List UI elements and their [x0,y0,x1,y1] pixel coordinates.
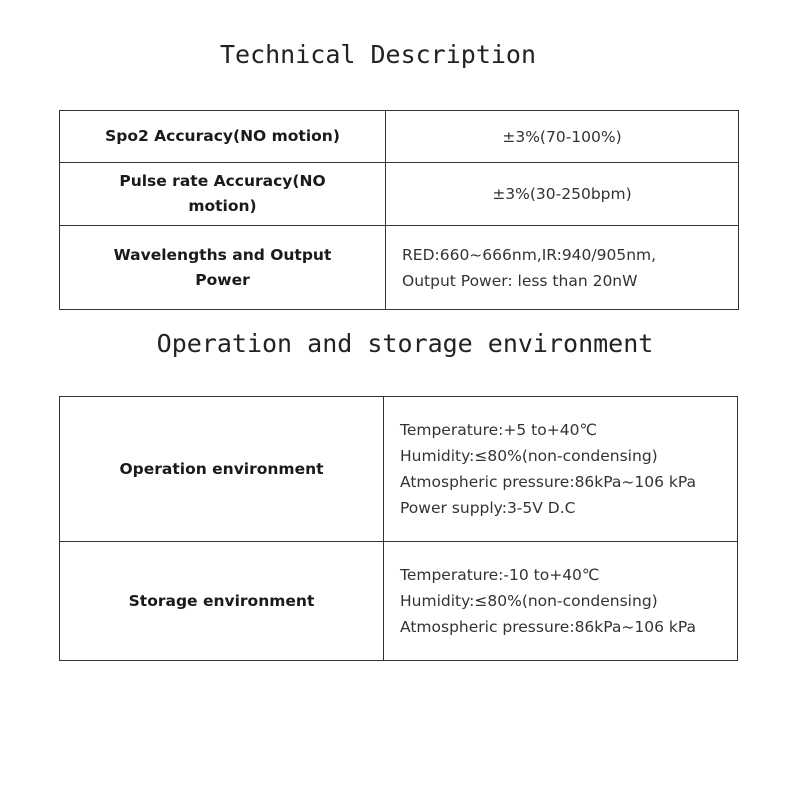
environment-table: Operation environment Temperature:+5 to+… [59,396,738,661]
value-line: Humidity:≤80%(non-condensing) [400,592,658,610]
table-row: Spo2 Accuracy(NO motion) ±3%(70-100%) [59,110,739,163]
environment-title: Operation and storage environment [156,329,654,358]
value-line: Atmospheric pressure:86kPa~106 kPa [400,618,697,636]
technical-description-title: Technical Description [219,40,537,69]
value-line: Temperature:-10 to+40℃ [400,566,600,584]
row-label: Operation environment [59,396,384,542]
row-value: RED:660~666nm,IR:940/905nm, Output Power… [385,225,739,310]
table-row: Storage environment Temperature:-10 to+4… [59,541,738,661]
value-line: Power supply:3-5V D.C [400,499,576,517]
table-row: Pulse rate Accuracy(NO motion) ±3%(30-25… [59,162,739,226]
row-label: Wavelengths and Output Power [59,225,386,310]
value-line: ±3%(70-100%) [502,127,622,146]
row-value: ±3%(70-100%) [385,110,739,163]
value-line: Output Power: less than 20nW [402,271,638,290]
row-value: Temperature:+5 to+40℃ Humidity:≤80%(non-… [383,396,738,542]
value-line: ±3%(30-250bpm) [492,185,632,203]
value-line: Temperature:+5 to+40℃ [400,421,597,439]
technical-table: Spo2 Accuracy(NO motion) ±3%(70-100%) Pu… [59,110,739,310]
table-row: Wavelengths and Output Power RED:660~666… [59,225,739,310]
value-line: Humidity:≤80%(non-condensing) [400,447,658,465]
row-label: Spo2 Accuracy(NO motion) [59,110,386,163]
row-label: Storage environment [59,541,384,661]
row-label: Pulse rate Accuracy(NO motion) [59,162,386,226]
row-value: ±3%(30-250bpm) [385,162,739,226]
value-line: RED:660~666nm,IR:940/905nm, [402,245,657,264]
table-row: Operation environment Temperature:+5 to+… [59,396,738,542]
row-value: Temperature:-10 to+40℃ Humidity:≤80%(non… [383,541,738,661]
value-line: Atmospheric pressure:86kPa~106 kPa [400,473,697,491]
